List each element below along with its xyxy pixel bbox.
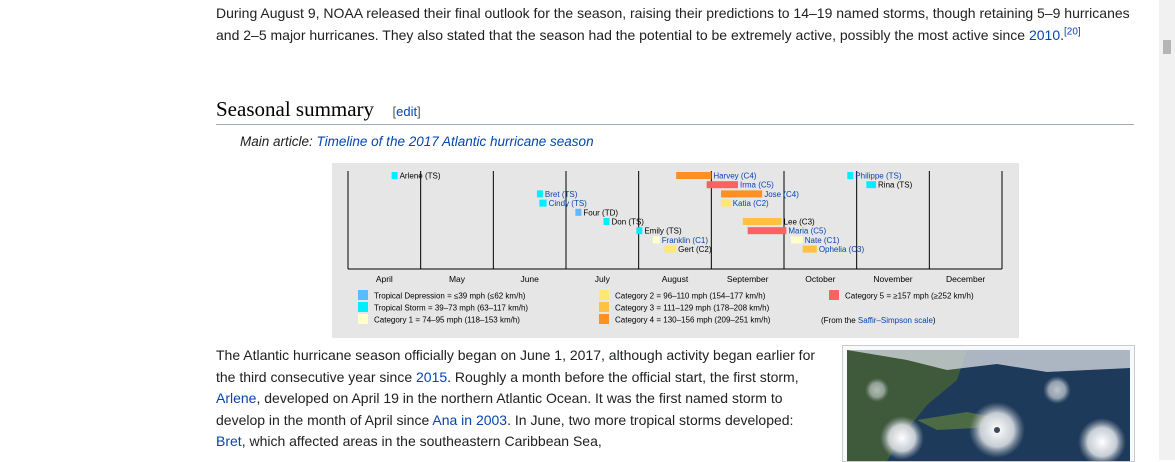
storm-label[interactable]: Nate (C1) xyxy=(805,236,840,245)
legend-swatch xyxy=(358,302,368,312)
storm-bar xyxy=(539,199,547,207)
storm-label[interactable]: Bret (TS) xyxy=(545,190,578,199)
legend-swatch xyxy=(599,302,609,312)
satellite-image[interactable] xyxy=(847,350,1130,461)
storm-bar xyxy=(866,181,877,189)
storm-label[interactable]: Philippe (TS) xyxy=(855,172,902,181)
month-label: August xyxy=(662,274,689,284)
storm-bar xyxy=(652,236,660,244)
section-heading: Seasonal summary [edit] xyxy=(216,97,1134,125)
intro-text: During August 9, NOAA released their fin… xyxy=(216,5,1130,43)
storm-label: Emily (TS) xyxy=(644,227,682,236)
link-2015[interactable]: 2015 xyxy=(416,368,448,385)
main-article-link[interactable]: Timeline of the 2017 Atlantic hurricane … xyxy=(316,134,594,149)
storm-label[interactable]: Irma (C5) xyxy=(740,181,774,190)
edit-link[interactable]: edit xyxy=(396,104,418,119)
season-timeline: April May June July August September October No… xyxy=(332,163,1019,338)
edit-section: [edit] xyxy=(392,104,421,119)
scale-note: (From the Saffir–Simpson scale) xyxy=(821,316,936,325)
storm-label: Gert (C2) xyxy=(678,245,712,254)
scrollbar[interactable] xyxy=(1159,0,1175,460)
link-arlene[interactable]: Arlene xyxy=(216,390,257,406)
link-bret[interactable]: Bret xyxy=(216,433,242,449)
storm-bar xyxy=(664,245,677,253)
month-label: October xyxy=(805,274,835,284)
month-label: June xyxy=(520,274,539,284)
hatnote-prefix: Main article: xyxy=(240,134,317,149)
legend-label: Category 1 = 74–95 mph (118–153 km/h) xyxy=(374,316,520,325)
saffir-simpson-link[interactable]: Saffir–Simpson scale xyxy=(858,316,934,325)
storm-bar xyxy=(575,208,582,216)
month-label: November xyxy=(873,274,912,284)
legend-label: Tropical Storm = 39–73 mph (63–117 km/h) xyxy=(374,304,528,313)
storm-bar xyxy=(603,218,610,225)
link-ana-2003[interactable]: Ana in 2003 xyxy=(432,411,508,428)
legend-label: Tropical Depression = ≤39 mph (≤62 km/h) xyxy=(374,292,526,301)
storm-bar xyxy=(747,227,787,235)
summary-paragraph: The Atlantic hurricane season officially… xyxy=(216,347,816,449)
legend-label: Category 5 = ≥157 mph (≥252 km/h) xyxy=(845,292,974,301)
legend-swatch xyxy=(829,290,839,300)
legend-swatch xyxy=(599,290,609,300)
storm-label[interactable]: Franklin (C1) xyxy=(662,236,709,245)
month-label: December xyxy=(946,274,985,284)
storm-bar xyxy=(676,172,712,179)
legend-label: Category 2 = 96–110 mph (154–177 km/h) xyxy=(615,292,766,301)
storm-label[interactable]: Katia (C2) xyxy=(733,199,769,208)
satellite-image-thumbnail[interactable] xyxy=(842,345,1135,462)
legend-swatch xyxy=(358,290,368,300)
storm-bar xyxy=(536,190,543,198)
storm-label[interactable]: Jose (C4) xyxy=(764,190,799,199)
section-title: Seasonal summary xyxy=(216,97,375,121)
month-label: July xyxy=(595,274,611,284)
storm-bar xyxy=(721,190,763,198)
storm-bar xyxy=(721,199,731,207)
hatnote: Main article: Timeline of the 2017 Atlan… xyxy=(240,134,594,149)
storm-label: Lee (C3) xyxy=(784,218,815,227)
intro-text-end: . xyxy=(1060,26,1065,43)
storm-label[interactable]: Ophelia (C3) xyxy=(819,245,865,254)
storm-label: Rina (TS) xyxy=(878,181,913,190)
storm-bar xyxy=(706,181,738,189)
storm-label[interactable]: Cindy (TS) xyxy=(549,199,588,208)
storm-bar xyxy=(636,227,643,235)
timeline-graphic: April May June July August September October No… xyxy=(347,171,1003,325)
link-2010[interactable]: 2010 xyxy=(1028,26,1061,43)
reference-20[interactable]: [20] xyxy=(1064,25,1081,37)
storm-bar xyxy=(742,218,782,225)
storm-label: Arlene (TS) xyxy=(400,172,441,181)
storm-label[interactable]: Maria (C5) xyxy=(788,227,826,236)
legend-swatch xyxy=(599,314,609,324)
storm-bar xyxy=(391,172,398,179)
storm-bar xyxy=(847,172,854,179)
month-label: May xyxy=(449,274,466,284)
legend-swatch xyxy=(358,314,368,324)
storm-label: Four (TD) xyxy=(583,208,618,217)
storm-label: Don (TS) xyxy=(612,218,645,227)
storm-bar xyxy=(802,245,817,253)
legend-label: Category 4 = 130–156 mph (209–251 km/h) xyxy=(615,316,771,325)
intro-paragraph: During August 9, NOAA released their fin… xyxy=(216,3,1136,46)
storm-label[interactable]: Harvey (C4) xyxy=(713,172,756,181)
month-label: September xyxy=(727,274,769,284)
month-label: April xyxy=(376,274,393,284)
legend-label: Category 3 = 111–129 mph (178–208 km/h) xyxy=(615,304,770,313)
scrollbar-thumb[interactable] xyxy=(1163,40,1171,54)
storm-bar xyxy=(791,236,803,244)
